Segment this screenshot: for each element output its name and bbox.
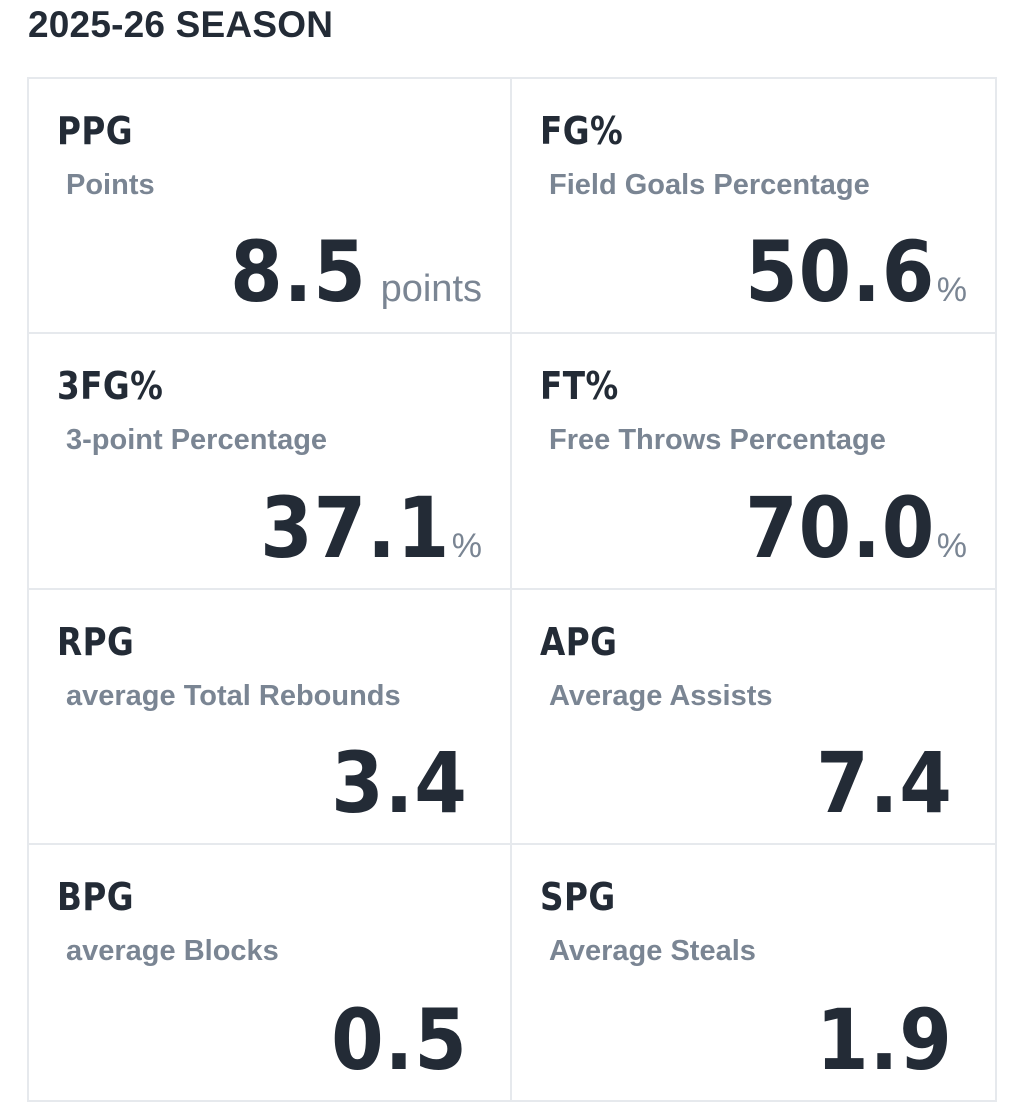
stat-abbreviation: PPG [57, 109, 134, 153]
stat-abbreviation: FT% [540, 364, 619, 409]
stat-description: Field Goals Percentage [549, 169, 870, 201]
stat-abbreviation: FG% [540, 109, 624, 153]
stat-value-group: 70.0 % [724, 478, 967, 577]
stat-value: 37.1 [259, 478, 450, 577]
stat-value: 70.0 [744, 478, 935, 577]
stat-description: 3-point Percentage [66, 424, 328, 457]
stat-value: 0.5 [331, 991, 468, 1089]
stat-unit: % [936, 526, 967, 565]
stat-abbreviation: APG [540, 619, 618, 664]
season-title: 2025-26 SEASON [28, 4, 334, 45]
stat-description: average Total Rebounds [66, 679, 401, 712]
stat-description: Average Assists [549, 679, 773, 712]
stat-card-bpg: BPG average Blocks 0.5 [29, 844, 512, 1100]
stat-abbreviation: RPG [57, 619, 135, 664]
stat-card-rpg: RPG average Total Rebounds 3.4 [29, 589, 512, 845]
stat-unit: points [380, 268, 482, 311]
stat-value: 8.5 [229, 223, 367, 322]
stat-description: Average Steals [549, 934, 756, 967]
stat-card-ft-pct: FT% Free Throws Percentage 70.0 % [512, 334, 995, 590]
stat-card-ppg: PPG Points 8.5 points [29, 79, 512, 335]
stat-value-group: 37.1 % [239, 478, 482, 577]
stat-card-fg-pct: FG% Field Goals Percentage 50.6 % [512, 79, 995, 335]
stat-card-3fg-pct: 3FG% 3-point Percentage 37.1 % [29, 334, 512, 590]
stat-value-group: 3.4 [316, 741, 468, 825]
stat-value-group: 1.9 [801, 998, 953, 1082]
stat-card-spg: SPG Average Steals 1.9 [512, 845, 995, 1100]
stat-value: 3.4 [331, 733, 468, 832]
season-stats-grid: PPG Points 8.5 points FG% Field Goals Pe… [27, 77, 997, 1102]
stat-abbreviation: 3FG% [57, 364, 164, 409]
stat-unit: % [451, 526, 482, 565]
stat-unit: % [936, 271, 967, 310]
stat-card-apg: APG Average Assists 7.4 [512, 590, 995, 845]
stat-description: Points [66, 169, 155, 201]
stat-abbreviation: BPG [57, 874, 134, 919]
stat-description: average Blocks [66, 934, 279, 967]
stat-description: Free Throws Percentage [549, 424, 886, 457]
stat-value: 1.9 [816, 991, 953, 1089]
stat-value-group: 0.5 [316, 998, 468, 1082]
stat-value: 50.6 [744, 223, 935, 322]
stat-value-group: 8.5 points [215, 230, 482, 314]
stat-abbreviation: SPG [540, 874, 616, 919]
stat-value-group: 7.4 [801, 741, 953, 825]
stat-value: 7.4 [816, 733, 953, 832]
stat-value-group: 50.6 % [724, 223, 967, 322]
